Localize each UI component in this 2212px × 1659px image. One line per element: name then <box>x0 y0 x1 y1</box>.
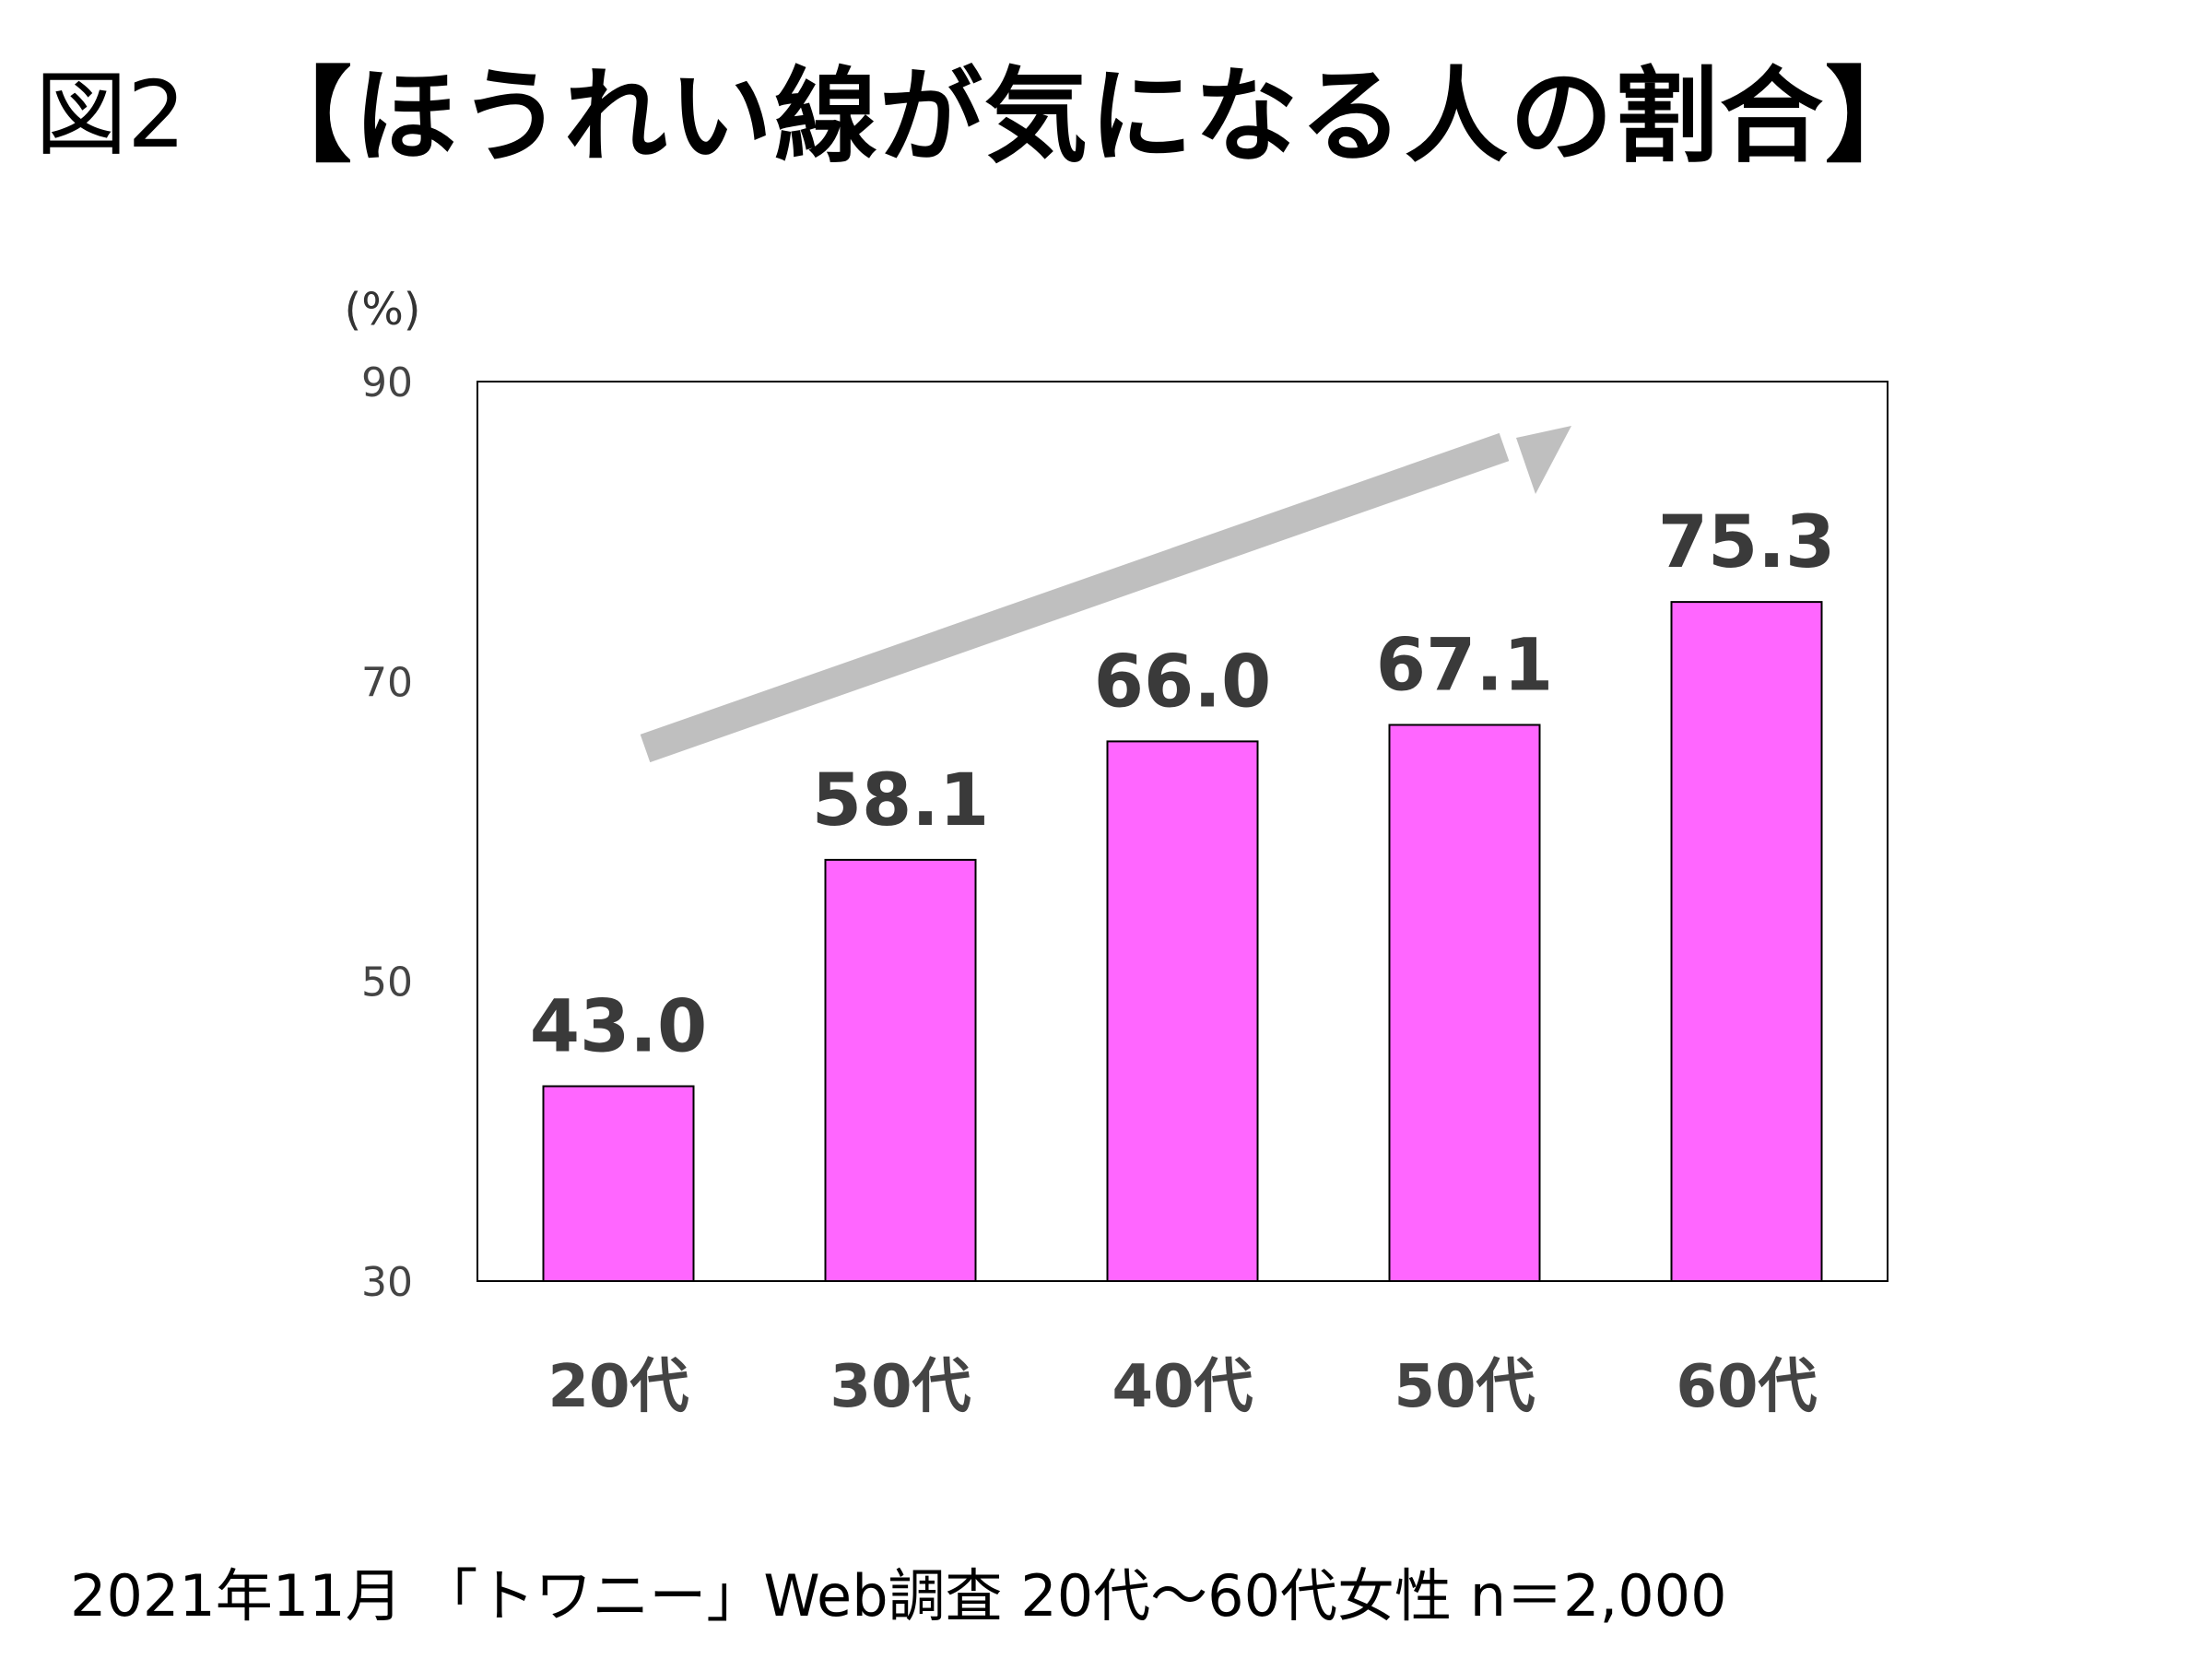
x-tick-label: 30代 <box>830 1353 971 1421</box>
data-label: 66.0 <box>1094 641 1271 724</box>
x-axis-ticks: 20代 30代 40代 50代 60代 <box>547 1353 1817 1421</box>
data-label: 43.0 <box>530 986 707 1069</box>
trend-arrow-head <box>1516 426 1571 494</box>
figure-label: 図2 <box>35 61 186 169</box>
bar-series <box>542 601 1823 1282</box>
trend-arrow <box>640 426 1571 763</box>
y-unit-label: (%) <box>344 284 420 335</box>
y-tick-label: 50 <box>361 959 413 1006</box>
y-tick-label: 30 <box>361 1259 413 1306</box>
y-tick-label: 70 <box>361 659 413 706</box>
data-label: 58.1 <box>812 759 989 842</box>
data-label: 75.3 <box>1658 501 1835 584</box>
data-labels: 43.0 58.1 66.0 67.1 75.3 <box>530 501 1835 1068</box>
x-tick-label: 20代 <box>547 1353 688 1421</box>
bar <box>824 858 977 1282</box>
source-note: 2021年11月 「トワニー」Web調査 20代〜60代女性 n＝2,000 <box>70 1562 1727 1630</box>
y-axis-ticks: 90 70 50 30 <box>361 359 413 1306</box>
data-label: 67.1 <box>1376 625 1553 708</box>
trend-arrow-shaft <box>640 432 1510 763</box>
y-tick-label: 90 <box>361 359 413 406</box>
bar <box>1106 740 1259 1282</box>
x-tick-label: 50代 <box>1394 1353 1535 1421</box>
bar <box>1670 601 1823 1282</box>
bar <box>1388 724 1541 1282</box>
x-tick-label: 40代 <box>1112 1353 1253 1421</box>
chart-title: 【ほうれい線が気になる人の割合】 <box>249 57 1930 177</box>
bar-chart: (%) 90 70 50 30 43.0 58.1 66.0 67.1 75.3 20代 30代… <box>344 284 1888 1421</box>
x-tick-label: 60代 <box>1676 1353 1817 1421</box>
bar <box>542 1085 695 1282</box>
